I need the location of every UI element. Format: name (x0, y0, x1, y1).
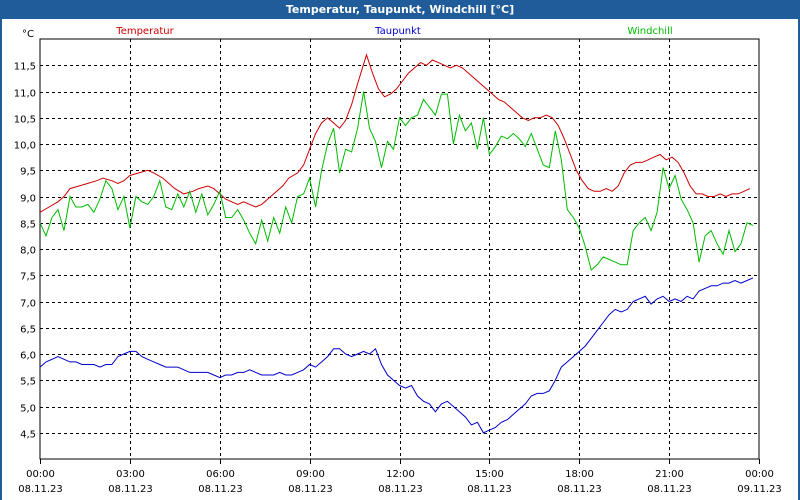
y-tick-label: 6,0 (20, 351, 36, 362)
x-tick-date: 08.11.23 (288, 484, 333, 495)
y-axis-label: °C (22, 29, 34, 40)
y-tick-label: 11,5 (14, 62, 36, 73)
y-tick-label: 11,0 (14, 89, 36, 100)
series-line-windchill (39, 91, 754, 271)
x-tick-time: 00:00 (745, 469, 774, 480)
x-tick-date: 08.11.23 (18, 484, 63, 495)
x-tick-time: 21:00 (655, 469, 684, 480)
series-line-temperatur (39, 53, 751, 213)
x-tick-date: 08.11.23 (108, 484, 153, 495)
x-tick-date: 08.11.23 (467, 484, 512, 495)
x-tick-time: 15:00 (475, 469, 504, 480)
legend-temperatur: Temperatur (115, 26, 174, 37)
window-title: Temperatur, Taupunkt, Windchill [°C] (0, 0, 800, 19)
y-tick-label: 8,5 (20, 220, 36, 231)
x-tick-time: 06:00 (206, 469, 235, 480)
y-tick-label: 7,0 (20, 299, 36, 310)
y-tick-label: 9,5 (20, 167, 36, 178)
right-border (798, 19, 800, 500)
legend-windchill: Windchill (627, 26, 672, 37)
series-line-taupunkt (39, 277, 754, 434)
legend-taupunkt: Taupunkt (374, 26, 421, 37)
x-tick-time: 18:00 (565, 469, 594, 480)
y-tick-label: 6,5 (20, 325, 36, 336)
y-tick-label: 4,5 (20, 430, 36, 441)
x-tick-date: 09.11.23 (737, 484, 782, 495)
x-tick-time: 00:00 (26, 469, 55, 480)
plot-frame (39, 38, 760, 460)
left-border (0, 19, 2, 500)
y-tick-label: 10,5 (14, 115, 36, 126)
y-tick-label: 9,0 (20, 194, 36, 205)
x-tick-date: 08.11.23 (378, 484, 423, 495)
y-tick-label: 5,5 (20, 377, 36, 388)
line-chart: 11,5 11,0 10,5 10,0 9,5 9,0 8,5 8,0 7,5 7,0 6,5 6,0… (14, 26, 782, 495)
y-tick-label: 10,0 (14, 141, 36, 152)
x-tick-date: 08.11.23 (198, 484, 243, 495)
x-tick-date: 08.11.23 (557, 484, 602, 495)
x-tick-time: 03:00 (116, 469, 145, 480)
y-tick-label: 7,5 (20, 272, 36, 283)
x-tick-time: 12:00 (386, 469, 415, 480)
x-tick-date: 08.11.23 (647, 484, 692, 495)
y-tick-label: 5,0 (20, 404, 36, 415)
y-tick-label: 8,0 (20, 246, 36, 257)
x-tick-time: 09:00 (296, 469, 325, 480)
